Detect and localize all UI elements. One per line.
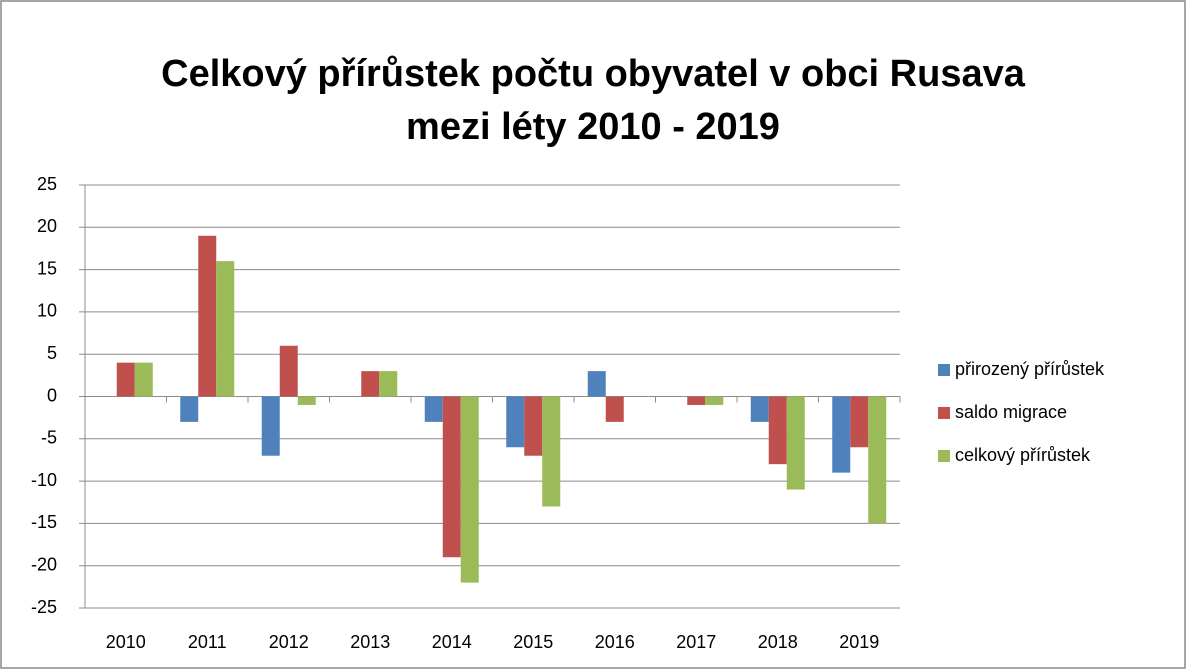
x-tick-label: 2016 [595, 632, 635, 652]
bar [587, 371, 606, 397]
bar [524, 396, 543, 456]
legend-swatch [938, 407, 950, 419]
bar [134, 362, 153, 397]
y-tick-label: 10 [37, 301, 57, 321]
y-tick-label: 25 [37, 174, 57, 194]
x-tick-label: 2015 [513, 632, 553, 652]
bar [786, 396, 805, 490]
bar [868, 396, 887, 524]
bar [180, 396, 199, 422]
bar [850, 396, 869, 448]
legend-swatch [938, 364, 950, 376]
bar [542, 396, 561, 507]
bar [216, 261, 235, 397]
bar [460, 396, 479, 583]
x-tick-label: 2013 [350, 632, 390, 652]
legend-label: přirozený přírůstek [955, 359, 1105, 379]
bar [198, 235, 217, 397]
chart-title: mezi léty 2010 - 2019 [406, 106, 780, 148]
x-tick-label: 2014 [432, 632, 472, 652]
bar [750, 396, 769, 422]
legend-label: celkový přírůstek [955, 445, 1091, 465]
y-tick-label: -5 [41, 428, 57, 448]
x-tick-label: 2012 [269, 632, 309, 652]
legend-label: saldo migrace [955, 402, 1067, 422]
bar [705, 396, 724, 405]
x-tick-label: 2010 [106, 632, 146, 652]
bar [605, 396, 624, 422]
x-tick-label: 2017 [676, 632, 716, 652]
bar [506, 396, 525, 448]
bar [442, 396, 461, 558]
y-tick-label: -10 [31, 470, 57, 490]
x-tick-label: 2011 [188, 632, 227, 652]
x-tick-label: 2018 [758, 632, 798, 652]
bar [687, 396, 706, 405]
bar [116, 362, 135, 397]
bar [261, 396, 280, 456]
y-tick-label: 20 [37, 216, 57, 236]
x-tick-label: 2019 [839, 632, 879, 652]
bar [768, 396, 787, 465]
y-tick-label: 15 [37, 258, 57, 278]
y-tick-label: 0 [47, 385, 57, 405]
legend-swatch [938, 450, 950, 462]
y-tick-label: -15 [31, 512, 57, 532]
y-tick-label: -25 [31, 597, 57, 617]
bar [297, 396, 316, 405]
bar [361, 371, 380, 397]
bar [832, 396, 851, 473]
bar [279, 345, 298, 397]
y-tick-label: -20 [31, 554, 57, 574]
chart-title: Celkový přírůstek počtu obyvatel v obci … [161, 53, 1026, 95]
bar [424, 396, 443, 422]
bar [379, 371, 398, 397]
y-tick-label: 5 [47, 343, 57, 363]
